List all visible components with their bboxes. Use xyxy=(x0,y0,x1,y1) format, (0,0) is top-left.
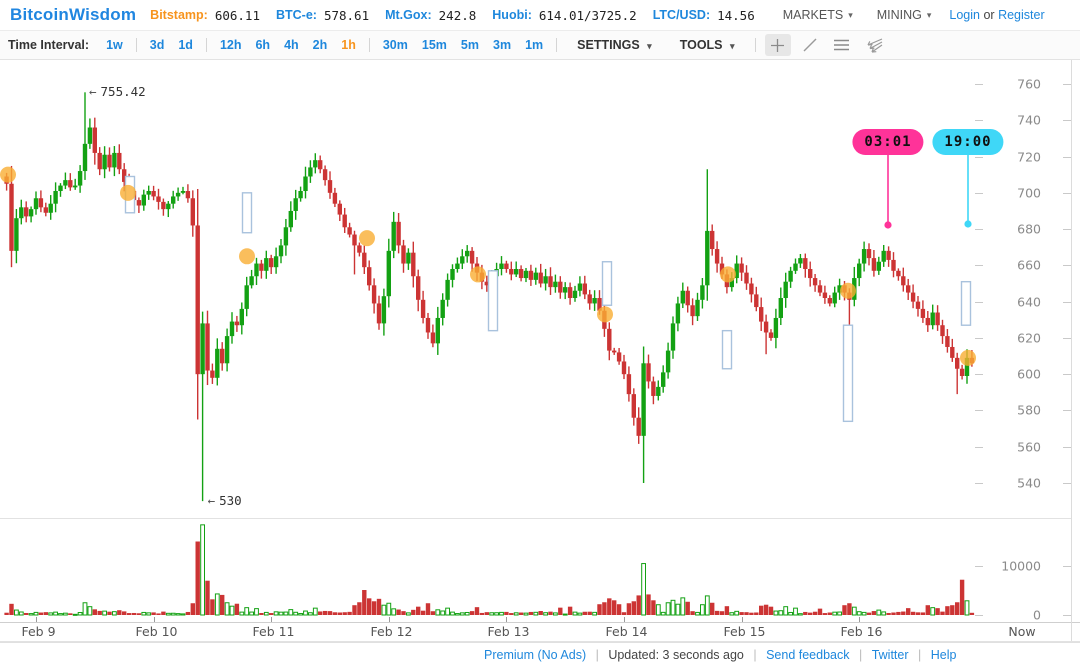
interval-1d[interactable]: 1d xyxy=(178,38,193,52)
send-feedback-link[interactable]: Send feedback xyxy=(766,648,850,662)
horizontal-lines-icon xyxy=(834,39,850,51)
trendline-icon xyxy=(803,38,817,52)
chevron-down-icon: ▾ xyxy=(647,41,652,51)
chevron-down-icon: ▾ xyxy=(848,9,853,20)
interval-3m[interactable]: 3m xyxy=(493,38,512,52)
premium-link[interactable]: Premium (No Ads) xyxy=(484,648,587,662)
ticker-mtgox[interactable]: Mt.Gox: 242.8 xyxy=(385,8,476,23)
separator: | xyxy=(753,648,757,662)
separator xyxy=(754,38,756,52)
alert-time-flag-cyan[interactable]: 19:00 xyxy=(932,129,1004,155)
interval-15m[interactable]: 15m xyxy=(421,38,447,52)
interval-30m[interactable]: 30m xyxy=(382,38,408,52)
chevron-down-icon: ▾ xyxy=(730,41,735,51)
interval-2h[interactable]: 2h xyxy=(312,38,328,52)
mining-menu[interactable]: MINING ▾ xyxy=(877,8,932,22)
login-link[interactable]: Login xyxy=(949,8,980,22)
ticker-label: LTC/USD: xyxy=(652,8,711,22)
separator xyxy=(368,38,370,52)
interval-1h-active[interactable]: 1h xyxy=(341,38,356,52)
chevron-down-icon: ▾ xyxy=(926,9,932,20)
ticker-value: 606.11 xyxy=(214,7,260,23)
settings-menu[interactable]: SETTINGS ▾ xyxy=(577,38,652,52)
separator: | xyxy=(918,648,922,662)
interval-1m[interactable]: 1m xyxy=(525,38,544,52)
ticker-value: 614.01/3725.2 xyxy=(538,7,637,23)
crosshair-icon xyxy=(771,38,785,52)
interval-3d[interactable]: 3d xyxy=(149,38,165,52)
chart-area: ← 755.42 ← 530 03:01 19:00 xyxy=(0,60,1080,642)
time-interval-label: Time Interval: xyxy=(8,38,90,52)
separator xyxy=(205,38,207,52)
interval-6h[interactable]: 6h xyxy=(255,38,271,52)
crosshair-tool-button[interactable] xyxy=(764,34,791,56)
top-header: BitcoinWisdom Bitstamp: 606.11 BTC-e: 57… xyxy=(0,0,1080,31)
fib-fan-tool-button[interactable] xyxy=(861,34,887,56)
twitter-link[interactable]: Twitter xyxy=(871,648,909,662)
interval-5m[interactable]: 5m xyxy=(460,38,479,52)
ticker-bitstamp[interactable]: Bitstamp: 606.11 xyxy=(150,8,260,23)
auth-separator: or xyxy=(983,8,995,22)
ticker-btce[interactable]: BTC-e: 578.61 xyxy=(276,8,369,23)
ticker-label: Bitstamp: xyxy=(150,8,208,22)
interval-12h[interactable]: 12h xyxy=(219,38,242,52)
interval-4h[interactable]: 4h xyxy=(284,38,299,52)
alert-time-flag-pink[interactable]: 03:01 xyxy=(852,129,924,155)
updated-status: Updated: 3 seconds ago xyxy=(608,648,744,662)
ticker-label: BTC-e: xyxy=(275,8,317,22)
markets-menu-label: MARKETS xyxy=(782,8,844,22)
interval-1w[interactable]: 1w xyxy=(106,38,123,52)
ticker-ltcusd[interactable]: LTC/USD: 14.56 xyxy=(653,8,755,23)
auth-links: Login or Register xyxy=(949,8,1044,22)
ticker-value: 14.56 xyxy=(717,7,755,23)
price-volume-chart-canvas[interactable] xyxy=(0,60,1080,642)
separator: | xyxy=(595,648,599,662)
trendline-tool-button[interactable] xyxy=(797,34,823,56)
horizontal-lines-tool-button[interactable] xyxy=(829,34,855,56)
ticker-value: 578.61 xyxy=(323,7,370,23)
settings-label: SETTINGS xyxy=(577,38,640,52)
app-logo[interactable]: BitcoinWisdom xyxy=(10,5,137,24)
tools-label: TOOLS xyxy=(679,38,723,52)
register-link[interactable]: Register xyxy=(998,8,1045,22)
ticker-huobi[interactable]: Huobi: 614.01/3725.2 xyxy=(492,8,636,23)
markets-menu[interactable]: MARKETS ▾ xyxy=(783,8,853,22)
help-link[interactable]: Help xyxy=(930,648,957,662)
footer-links: Premium (No Ads) | Updated: 3 seconds ag… xyxy=(478,648,962,662)
page-footer: Premium (No Ads) | Updated: 3 seconds ag… xyxy=(0,642,1080,662)
separator: | xyxy=(858,648,863,662)
separator xyxy=(135,38,137,52)
ticker-value: 242.8 xyxy=(438,7,477,23)
separator xyxy=(556,38,558,52)
tools-menu[interactable]: TOOLS ▾ xyxy=(680,38,735,52)
ticker-label: Mt.Gox: xyxy=(385,8,432,22)
mining-menu-label: MINING xyxy=(876,8,922,22)
ticker-label: Huobi: xyxy=(492,8,532,22)
chart-toolbar: Time Interval: 1w 3d 1d 12h 6h 4h 2h 1h … xyxy=(0,31,1080,60)
fib-fan-icon xyxy=(867,38,882,53)
